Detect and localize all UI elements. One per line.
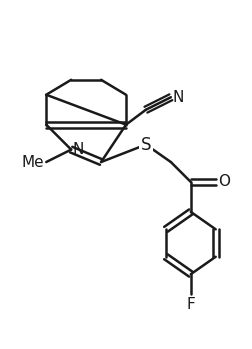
Text: N: N xyxy=(173,90,184,105)
Text: F: F xyxy=(186,297,195,312)
Text: O: O xyxy=(218,174,230,190)
Text: S: S xyxy=(141,136,151,154)
Text: N: N xyxy=(72,142,84,157)
Text: Me: Me xyxy=(21,155,44,170)
